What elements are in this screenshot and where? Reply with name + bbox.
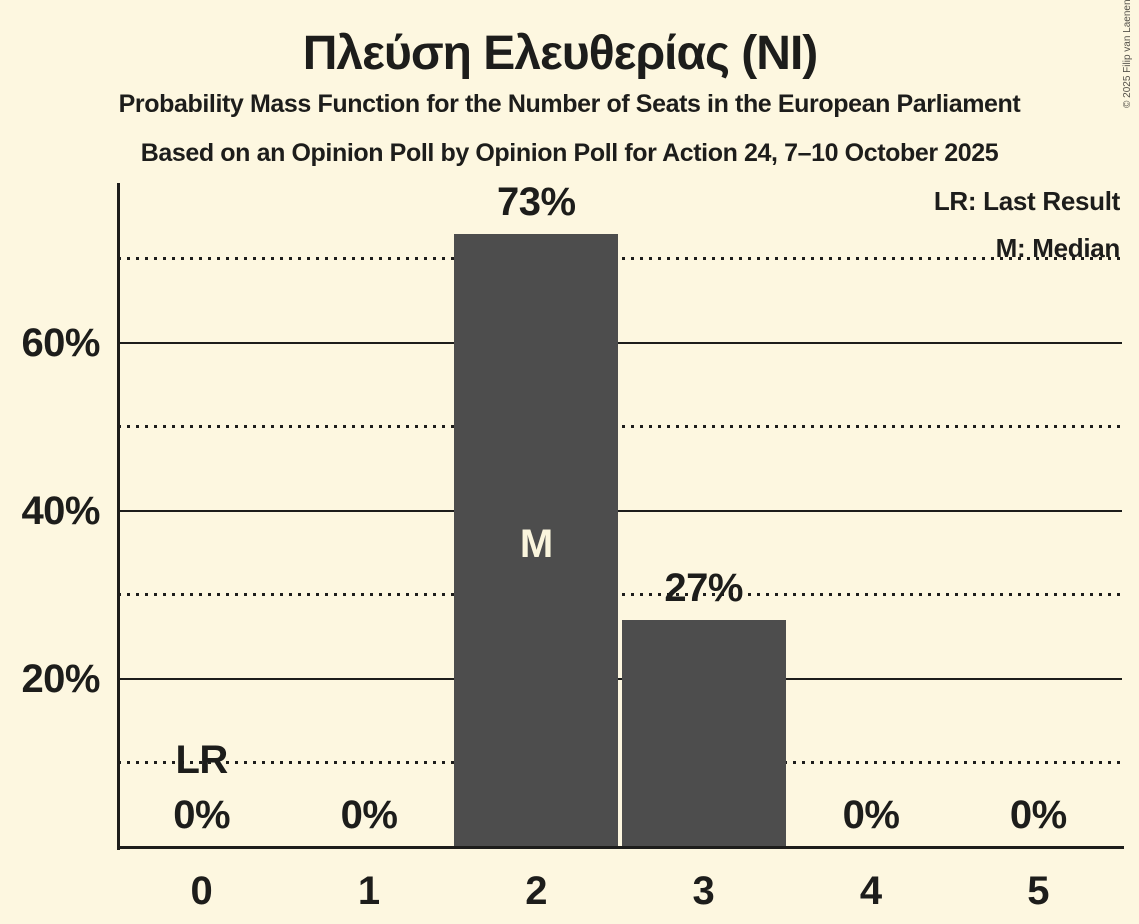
value-label-seat-1: 0%	[340, 793, 398, 837]
plot-area: 0% 0% 73% 27% 0% 0% LR M 20% 40% 60% 0 1 2 3 4 5	[21, 180, 1124, 913]
copyright-notice: © 2025 Filip van Laenen	[1122, 0, 1133, 108]
x-tick-label-0: 0	[190, 869, 213, 913]
chart-poll-source: Based on an Opinion Poll by Opinion Poll…	[140, 139, 999, 167]
y-tick-label-60: 60%	[21, 321, 100, 365]
chart-subtitle: Probability Mass Function for the Number…	[118, 90, 1021, 118]
value-label-seat-5: 0%	[1009, 793, 1067, 837]
chart-title: Πλεύση Ελευθερίας (NI)	[302, 27, 819, 80]
value-label-seat-3: 27%	[664, 566, 743, 611]
bar-seat-2	[454, 233, 619, 847]
value-label-seat-2: 73%	[497, 179, 576, 224]
gridline-solid-60	[118, 342, 1122, 344]
y-axis-line	[117, 183, 120, 850]
x-tick-label-4: 4	[859, 869, 883, 913]
x-tick-label-5: 5	[1027, 869, 1050, 913]
x-tick-label-1: 1	[357, 869, 381, 913]
gridline-solid-40	[118, 510, 1122, 512]
x-axis-line	[117, 846, 1124, 849]
y-tick-label-40: 40%	[21, 489, 100, 533]
gridline-dotted-50	[118, 425, 1122, 428]
value-label-seat-4: 0%	[842, 793, 900, 837]
last-result-marker: LR	[175, 738, 228, 782]
median-marker: M	[519, 522, 553, 567]
x-tick-label-2: 2	[525, 869, 548, 913]
gridline-dotted-70	[118, 257, 1122, 260]
legend-last-result: LR: Last Result	[933, 186, 1120, 216]
value-label-seat-0: 0%	[173, 793, 231, 837]
bar-seat-3	[621, 620, 786, 847]
gridline-dotted-10	[118, 761, 1122, 764]
gridline-dotted-30	[118, 593, 1122, 596]
y-tick-label-20: 20%	[21, 657, 100, 701]
gridline-solid-20	[118, 678, 1122, 680]
x-tick-label-3: 3	[692, 869, 715, 913]
legend-median: M: Median	[995, 233, 1121, 263]
